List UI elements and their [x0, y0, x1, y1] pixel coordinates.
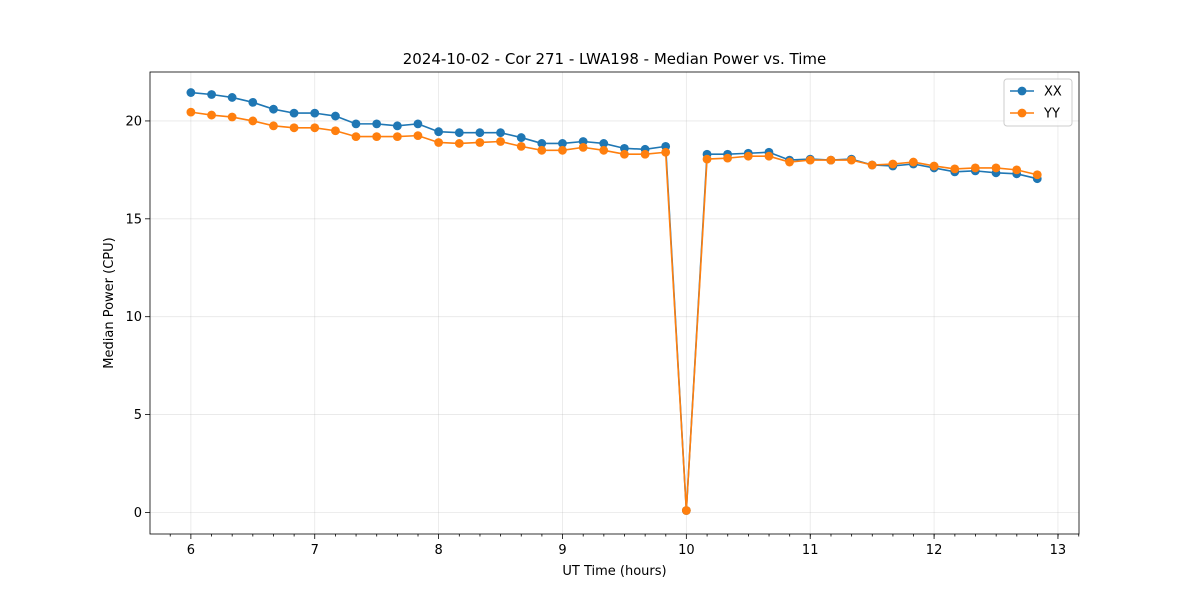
series-line: [190, 91, 1038, 512]
y-tick-label: 20: [125, 114, 142, 129]
data-point: [950, 164, 960, 174]
grid: [150, 72, 1079, 534]
data-point: [496, 128, 505, 138]
data-point: [908, 157, 918, 167]
data-point: [351, 132, 361, 142]
legend-label: XX: [1044, 85, 1062, 100]
data-point: [454, 128, 464, 138]
y-axis: 0 5 10 15 20: [125, 114, 150, 521]
data-point: [454, 139, 464, 148]
data-point: [248, 97, 258, 107]
data-point: [331, 111, 340, 121]
y-tick-label: 15: [125, 212, 142, 227]
data-point: [207, 110, 216, 120]
data-point: [310, 123, 320, 133]
data-point: [207, 90, 216, 99]
data-point: [702, 154, 712, 164]
series-line: [190, 111, 1038, 512]
data-point: [805, 155, 815, 165]
data-point: [413, 131, 423, 141]
data-point: [847, 155, 856, 165]
data-point: [661, 147, 671, 157]
y-tick-label: 5: [134, 408, 142, 423]
data-point: [269, 121, 278, 131]
data-point: [248, 116, 258, 126]
data-point: [186, 88, 196, 97]
y-tick-label: 10: [125, 310, 142, 325]
data-point: [599, 139, 609, 148]
data-point: [227, 112, 237, 122]
x-tick-label: 11: [802, 543, 819, 558]
data-point: [888, 159, 898, 169]
series-yy: [186, 107, 1042, 515]
data-point: [269, 104, 278, 114]
data-point: [392, 132, 402, 142]
data-point: [640, 149, 650, 159]
data-point: [496, 137, 505, 146]
data-point: [1032, 170, 1042, 180]
x-tick-label: 9: [558, 543, 566, 558]
x-tick-label: 6: [187, 543, 195, 558]
legend-marker: [1017, 108, 1027, 118]
data-point: [310, 108, 320, 118]
data-point: [578, 142, 588, 152]
y-axis-label: Median Power (CPU): [102, 237, 117, 368]
data-point: [970, 163, 980, 173]
data-point: [289, 123, 299, 133]
plot-area: [186, 88, 1042, 515]
data-point: [681, 506, 691, 515]
data-point: [289, 108, 299, 118]
data-point: [227, 93, 237, 102]
x-tick-label: 10: [678, 543, 695, 558]
data-point: [991, 163, 1001, 173]
data-point: [186, 107, 196, 117]
axes-frame: [149, 71, 1080, 535]
data-point: [475, 138, 485, 147]
data-point: [434, 127, 444, 137]
data-point: [743, 151, 753, 161]
data-point: [351, 119, 361, 129]
data-point: [516, 141, 526, 151]
data-point: [392, 121, 402, 131]
data-point: [475, 128, 485, 138]
legend-label: YY: [1043, 107, 1060, 122]
x-tick-label: 12: [926, 543, 943, 558]
data-point: [599, 145, 609, 155]
data-point: [764, 151, 774, 161]
x-axis-label: UT Time (hours): [562, 564, 666, 579]
data-point: [785, 157, 794, 167]
data-point: [1012, 165, 1022, 175]
data-point: [867, 160, 877, 170]
data-point: [537, 145, 547, 155]
data-point: [516, 133, 526, 142]
x-tick-label: 8: [434, 543, 442, 558]
data-point: [331, 126, 340, 136]
legend-item-yy: YY: [1010, 107, 1060, 122]
data-point: [372, 132, 382, 142]
x-tick-label: 7: [311, 543, 319, 558]
y-tick-label: 0: [134, 506, 142, 521]
chart-title: 2024-10-02 - Cor 271 - LWA198 - Median P…: [403, 50, 827, 68]
data-point: [372, 119, 382, 129]
data-point: [413, 119, 423, 129]
legend: XX YY: [1003, 78, 1073, 127]
data-point: [558, 145, 567, 155]
data-point: [723, 153, 732, 163]
x-axis: 6 7 8 9 10 11 12 13: [169, 534, 1080, 558]
data-point: [558, 139, 567, 148]
data-point: [826, 155, 836, 165]
data-point: [620, 149, 629, 159]
data-point: [537, 139, 547, 148]
legend-item-xx: XX: [1010, 85, 1062, 100]
data-point: [434, 138, 444, 147]
x-tick-label: 13: [1050, 543, 1067, 558]
legend-marker: [1017, 86, 1027, 96]
data-point: [929, 161, 939, 171]
